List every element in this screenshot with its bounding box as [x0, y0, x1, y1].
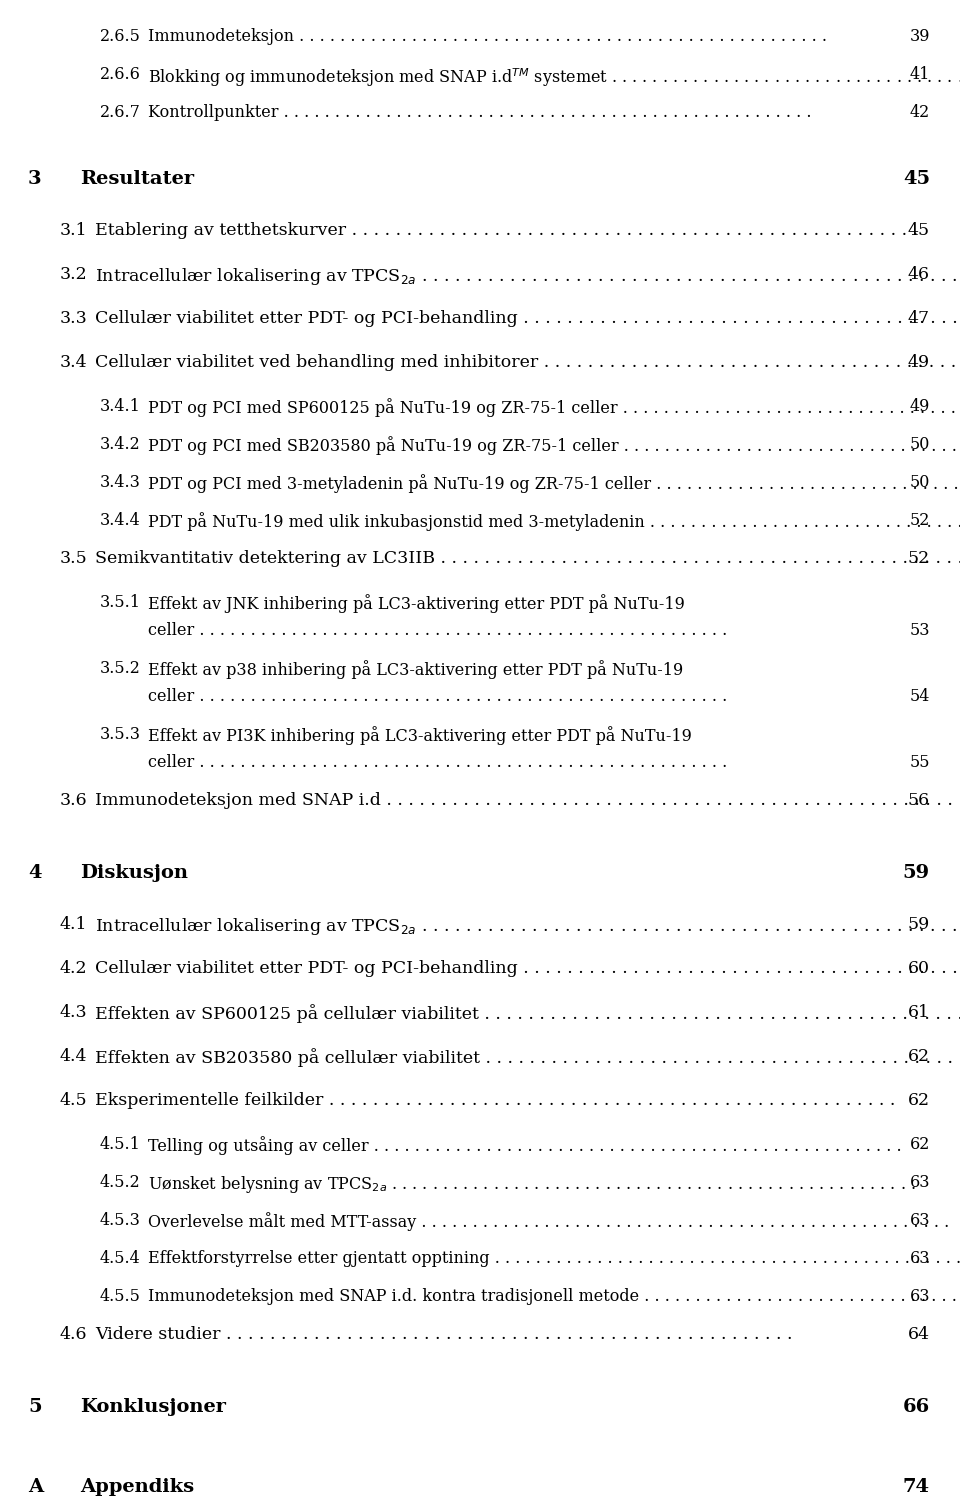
Text: 52: 52: [908, 549, 930, 567]
Text: 55: 55: [909, 754, 930, 771]
Text: 39: 39: [909, 29, 930, 45]
Text: 49: 49: [910, 398, 930, 415]
Text: Immunodeteksjon med SNAP i.d. kontra tradisjonell metode . . . . . . . . . . . .: Immunodeteksjon med SNAP i.d. kontra tra…: [148, 1289, 960, 1305]
Text: Appendiks: Appendiks: [80, 1477, 194, 1495]
Text: 2.6.7: 2.6.7: [100, 104, 141, 121]
Text: 49: 49: [908, 355, 930, 371]
Text: celler . . . . . . . . . . . . . . . . . . . . . . . . . . . . . . . . . . . . .: celler . . . . . . . . . . . . . . . . .…: [148, 754, 728, 771]
Text: 64: 64: [908, 1326, 930, 1343]
Text: 4.5.4: 4.5.4: [100, 1249, 141, 1268]
Text: Eksperimentelle feilkilder . . . . . . . . . . . . . . . . . . . . . . . . . . .: Eksperimentelle feilkilder . . . . . . .…: [95, 1093, 896, 1109]
Text: Effekt av PI3K inhibering på LC3-aktivering etter PDT på NuTu-19: Effekt av PI3K inhibering på LC3-aktiver…: [148, 726, 692, 745]
Text: 63: 63: [909, 1249, 930, 1268]
Text: Effekten av SP600125 på cellulær viabilitet . . . . . . . . . . . . . . . . . . : Effekten av SP600125 på cellulær viabili…: [95, 1003, 960, 1023]
Text: 3.6: 3.6: [60, 792, 87, 809]
Text: Semikvantitativ detektering av LC3IIB . . . . . . . . . . . . . . . . . . . . . : Semikvantitativ detektering av LC3IIB . …: [95, 549, 960, 567]
Text: 3.4.4: 3.4.4: [100, 512, 141, 530]
Text: 3.5.2: 3.5.2: [100, 659, 141, 678]
Text: 59: 59: [908, 916, 930, 933]
Text: 3.4.3: 3.4.3: [100, 474, 141, 490]
Text: 5: 5: [28, 1397, 41, 1415]
Text: 74: 74: [903, 1477, 930, 1495]
Text: 3.4.1: 3.4.1: [100, 398, 141, 415]
Text: 4.6: 4.6: [60, 1326, 87, 1343]
Text: 45: 45: [908, 222, 930, 238]
Text: Resultater: Resultater: [80, 171, 194, 189]
Text: 4.5.1: 4.5.1: [100, 1136, 141, 1153]
Text: 45: 45: [902, 171, 930, 189]
Text: 63: 63: [909, 1289, 930, 1305]
Text: 3.2: 3.2: [60, 266, 87, 284]
Text: 62: 62: [908, 1093, 930, 1109]
Text: 3: 3: [28, 171, 41, 189]
Text: PDT og PCI med 3-metyladenin på NuTu-19 og ZR-75-1 celler . . . . . . . . . . . : PDT og PCI med 3-metyladenin på NuTu-19 …: [148, 474, 960, 493]
Text: celler . . . . . . . . . . . . . . . . . . . . . . . . . . . . . . . . . . . . .: celler . . . . . . . . . . . . . . . . .…: [148, 622, 728, 638]
Text: 4: 4: [28, 865, 41, 881]
Text: 50: 50: [910, 436, 930, 453]
Text: 2.6.6: 2.6.6: [100, 66, 141, 83]
Text: 63: 63: [909, 1174, 930, 1191]
Text: Intracellulær lokalisering av TPCS$_{2a}$ . . . . . . . . . . . . . . . . . . . : Intracellulær lokalisering av TPCS$_{2a}…: [95, 266, 960, 287]
Text: Cellulær viabilitet ved behandling med inhibitorer . . . . . . . . . . . . . . .: Cellulær viabilitet ved behandling med i…: [95, 355, 960, 371]
Text: Effekt av p38 inhibering på LC3-aktivering etter PDT på NuTu-19: Effekt av p38 inhibering på LC3-aktiveri…: [148, 659, 684, 679]
Text: Diskusjon: Diskusjon: [80, 865, 188, 881]
Text: 3.5.3: 3.5.3: [100, 726, 141, 742]
Text: Etablering av tetthetskurver . . . . . . . . . . . . . . . . . . . . . . . . . .: Etablering av tetthetskurver . . . . . .…: [95, 222, 918, 238]
Text: 62: 62: [910, 1136, 930, 1153]
Text: 53: 53: [909, 622, 930, 638]
Text: 4.4: 4.4: [60, 1047, 87, 1065]
Text: 61: 61: [908, 1003, 930, 1022]
Text: 4.5: 4.5: [60, 1093, 87, 1109]
Text: 4.5.5: 4.5.5: [100, 1289, 141, 1305]
Text: 56: 56: [908, 792, 930, 809]
Text: Telling og utsåing av celler . . . . . . . . . . . . . . . . . . . . . . . . . .: Telling og utsåing av celler . . . . . .…: [148, 1136, 901, 1154]
Text: 3.5: 3.5: [60, 549, 87, 567]
Text: 3.4: 3.4: [60, 355, 87, 371]
Text: 59: 59: [902, 865, 930, 881]
Text: celler . . . . . . . . . . . . . . . . . . . . . . . . . . . . . . . . . . . . .: celler . . . . . . . . . . . . . . . . .…: [148, 688, 728, 705]
Text: 54: 54: [910, 688, 930, 705]
Text: 3.1: 3.1: [60, 222, 87, 238]
Text: Overlevelse målt med MTT-assay . . . . . . . . . . . . . . . . . . . . . . . . .: Overlevelse målt med MTT-assay . . . . .…: [148, 1212, 949, 1231]
Text: 66: 66: [902, 1397, 930, 1415]
Text: 47: 47: [908, 309, 930, 327]
Text: Cellulær viabilitet etter PDT- og PCI-behandling . . . . . . . . . . . . . . . .: Cellulær viabilitet etter PDT- og PCI-be…: [95, 309, 960, 327]
Text: 60: 60: [908, 960, 930, 976]
Text: Effekten av SB203580 på cellulær viabilitet . . . . . . . . . . . . . . . . . . : Effekten av SB203580 på cellulær viabili…: [95, 1047, 960, 1067]
Text: Intracellulær lokalisering av TPCS$_{2a}$ . . . . . . . . . . . . . . . . . . . : Intracellulær lokalisering av TPCS$_{2a}…: [95, 916, 960, 937]
Text: 3.4.2: 3.4.2: [100, 436, 141, 453]
Text: Effektforstyrrelse etter gjentatt opptining . . . . . . . . . . . . . . . . . . : Effektforstyrrelse etter gjentatt opptin…: [148, 1249, 960, 1268]
Text: A: A: [28, 1477, 43, 1495]
Text: 4.3: 4.3: [60, 1003, 87, 1022]
Text: PDT på NuTu-19 med ulik inkubasjonstid med 3-metyladenin . . . . . . . . . . . .: PDT på NuTu-19 med ulik inkubasjonstid m…: [148, 512, 960, 531]
Text: Konklusjoner: Konklusjoner: [80, 1397, 226, 1415]
Text: 50: 50: [910, 474, 930, 490]
Text: 4.5.2: 4.5.2: [100, 1174, 141, 1191]
Text: PDT og PCI med SB203580 på NuTu-19 og ZR-75-1 celler . . . . . . . . . . . . . .: PDT og PCI med SB203580 på NuTu-19 og ZR…: [148, 436, 960, 454]
Text: 63: 63: [909, 1212, 930, 1228]
Text: Immunodeteksjon med SNAP i.d . . . . . . . . . . . . . . . . . . . . . . . . . .: Immunodeteksjon med SNAP i.d . . . . . .…: [95, 792, 953, 809]
Text: 3.5.1: 3.5.1: [100, 595, 141, 611]
Text: 46: 46: [908, 266, 930, 284]
Text: Effekt av JNK inhibering på LC3-aktivering etter PDT på NuTu-19: Effekt av JNK inhibering på LC3-aktiveri…: [148, 595, 684, 613]
Text: 3.3: 3.3: [60, 309, 87, 327]
Text: 41: 41: [910, 66, 930, 83]
Text: Blokking og immunodeteksjon med SNAP i.d$^{TM}$ systemet . . . . . . . . . . . .: Blokking og immunodeteksjon med SNAP i.d…: [148, 66, 960, 89]
Text: Kontrollpunkter . . . . . . . . . . . . . . . . . . . . . . . . . . . . . . . . : Kontrollpunkter . . . . . . . . . . . . …: [148, 104, 811, 121]
Text: 2.6.5: 2.6.5: [100, 29, 141, 45]
Text: Uønsket belysning av TPCS$_{2a}$ . . . . . . . . . . . . . . . . . . . . . . . .: Uønsket belysning av TPCS$_{2a}$ . . . .…: [148, 1174, 916, 1195]
Text: 62: 62: [908, 1047, 930, 1065]
Text: 4.5.3: 4.5.3: [100, 1212, 141, 1228]
Text: 52: 52: [910, 512, 930, 530]
Text: Cellulær viabilitet etter PDT- og PCI-behandling . . . . . . . . . . . . . . . .: Cellulær viabilitet etter PDT- og PCI-be…: [95, 960, 960, 976]
Text: PDT og PCI med SP600125 på NuTu-19 og ZR-75-1 celler . . . . . . . . . . . . . .: PDT og PCI med SP600125 på NuTu-19 og ZR…: [148, 398, 960, 416]
Text: 4.1: 4.1: [60, 916, 87, 933]
Text: Immunodeteksjon . . . . . . . . . . . . . . . . . . . . . . . . . . . . . . . . : Immunodeteksjon . . . . . . . . . . . . …: [148, 29, 827, 45]
Text: Videre studier . . . . . . . . . . . . . . . . . . . . . . . . . . . . . . . . .: Videre studier . . . . . . . . . . . . .…: [95, 1326, 793, 1343]
Text: 42: 42: [910, 104, 930, 121]
Text: 4.2: 4.2: [60, 960, 87, 976]
